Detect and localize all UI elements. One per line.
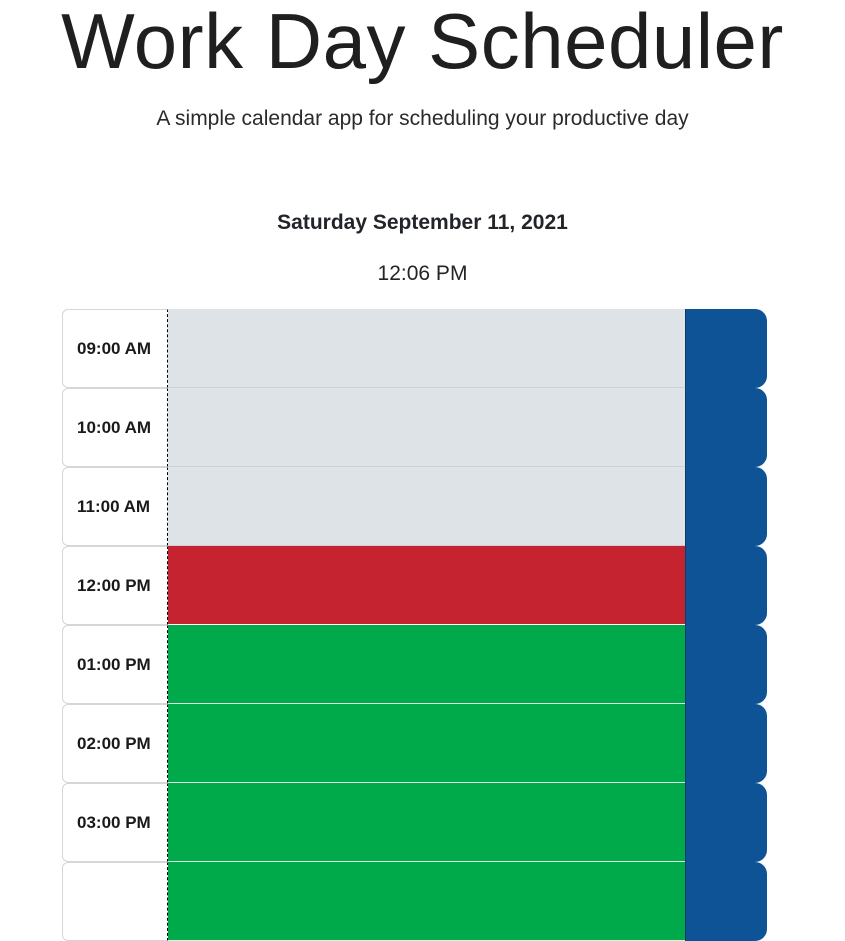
time-block-row: 11:00 AM — [62, 467, 767, 546]
page-subtitle: A simple calendar app for scheduling you… — [156, 107, 689, 130]
save-button[interactable] — [685, 862, 767, 941]
time-block-row: 01:00 PM — [62, 625, 767, 704]
save-button[interactable] — [685, 467, 767, 546]
hour-label: 10:00 AM — [62, 388, 168, 467]
save-button[interactable] — [685, 388, 767, 467]
hour-label: 11:00 AM — [62, 467, 168, 546]
hour-label: 03:00 PM — [62, 783, 168, 862]
page-title: Work Day Scheduler — [61, 0, 784, 85]
event-description-input[interactable] — [168, 467, 685, 546]
event-description-input[interactable] — [168, 862, 685, 941]
hour-label: 02:00 PM — [62, 704, 168, 783]
schedule-container: 09:00 AM 10:00 AM 11:00 AM 12:00 PM 01:0… — [62, 309, 767, 941]
time-block-row — [62, 862, 767, 941]
time-block-row: 10:00 AM — [62, 388, 767, 467]
event-description-input[interactable] — [168, 388, 685, 467]
time-block-row: 12:00 PM — [62, 546, 767, 625]
current-date: Saturday September 11, 2021 — [277, 211, 568, 234]
event-description-input[interactable] — [168, 309, 685, 388]
event-description-input[interactable] — [168, 625, 685, 704]
hour-label: 09:00 AM — [62, 309, 168, 388]
current-time: 12:06 PM — [377, 262, 468, 285]
hour-label: 12:00 PM — [62, 546, 168, 625]
save-button[interactable] — [685, 309, 767, 388]
event-description-input[interactable] — [168, 783, 685, 862]
event-description-input[interactable] — [168, 704, 685, 783]
save-button[interactable] — [685, 704, 767, 783]
time-block-row: 09:00 AM — [62, 309, 767, 388]
hour-label — [62, 862, 168, 941]
save-button[interactable] — [685, 625, 767, 704]
time-block-row: 02:00 PM — [62, 704, 767, 783]
hour-label: 01:00 PM — [62, 625, 168, 704]
save-button[interactable] — [685, 546, 767, 625]
event-description-input[interactable] — [168, 546, 685, 625]
save-button[interactable] — [685, 783, 767, 862]
time-block-row: 03:00 PM — [62, 783, 767, 862]
